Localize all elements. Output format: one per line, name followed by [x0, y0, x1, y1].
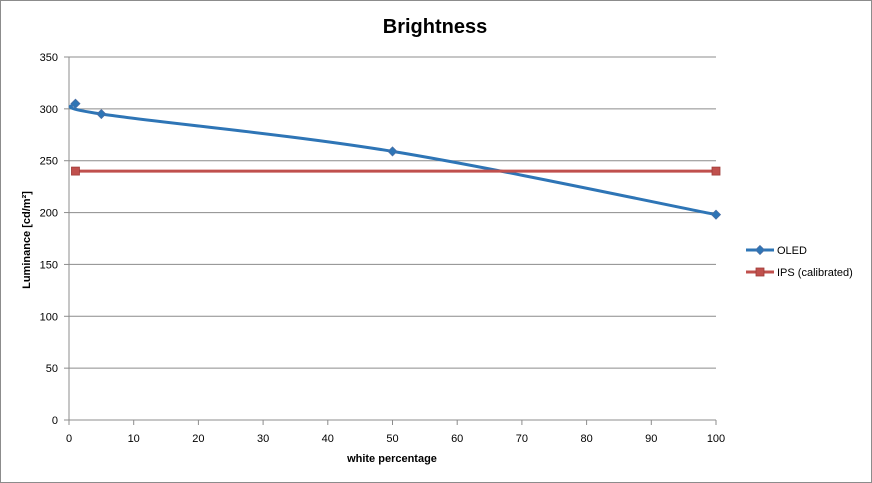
data-point-ips-calibrated: [71, 166, 80, 176]
y-tick-label: 250: [40, 156, 58, 168]
y-axis-ticks: 0 50 100 150 200 250 300 350: [40, 52, 69, 427]
series-line-oled: [68, 102, 718, 217]
series-layer: [68, 98, 722, 220]
legend-item-ips-calibrated: IPS (calibrated): [746, 267, 853, 279]
series-oled: [68, 98, 722, 220]
y-tick-label: 50: [46, 363, 58, 375]
x-tick-label: 100: [707, 433, 725, 445]
y-axis-title: Luminance [cd/m²]: [21, 191, 33, 289]
grid-lines: [69, 56, 716, 369]
y-tick-label: 0: [52, 415, 58, 427]
x-tick-label: 40: [322, 433, 334, 445]
y-tick-label: 350: [40, 52, 58, 64]
axes: [68, 57, 716, 421]
x-axis-ticks: 0 10 20 30 40 50 60 70 80 90 100: [66, 420, 725, 445]
x-tick-label: 80: [580, 433, 592, 445]
x-tick-label: 10: [128, 433, 140, 445]
chart-title: Brightness: [383, 16, 487, 38]
y-tick-label: 100: [40, 311, 58, 323]
legend-marker: [755, 267, 765, 277]
data-point-oled: [710, 209, 722, 220]
x-tick-label: 20: [192, 433, 204, 445]
x-tick-label: 70: [516, 433, 528, 445]
legend-marker: [754, 244, 766, 256]
x-axis-title: white percentage: [346, 453, 437, 465]
data-point-oled: [70, 98, 81, 109]
legend-label: OLED: [777, 245, 807, 257]
series-ips-calibrated: [71, 166, 721, 176]
x-tick-label: 0: [66, 433, 72, 445]
legend-item-oled: OLED: [746, 244, 807, 257]
data-point-ips-calibrated: [711, 166, 721, 176]
y-tick-label: 300: [40, 104, 58, 116]
data-point-oled: [96, 108, 107, 120]
y-tick-label: 200: [40, 208, 58, 220]
legend-label: IPS (calibrated): [777, 267, 853, 279]
x-tick-label: 50: [386, 433, 398, 445]
y-tick-label: 150: [40, 259, 58, 271]
data-point-oled: [387, 146, 398, 157]
x-tick-label: 90: [645, 433, 657, 445]
legend: OLED IPS (calibrated): [746, 244, 853, 279]
x-tick-label: 60: [451, 433, 463, 445]
x-tick-label: 30: [257, 433, 269, 445]
